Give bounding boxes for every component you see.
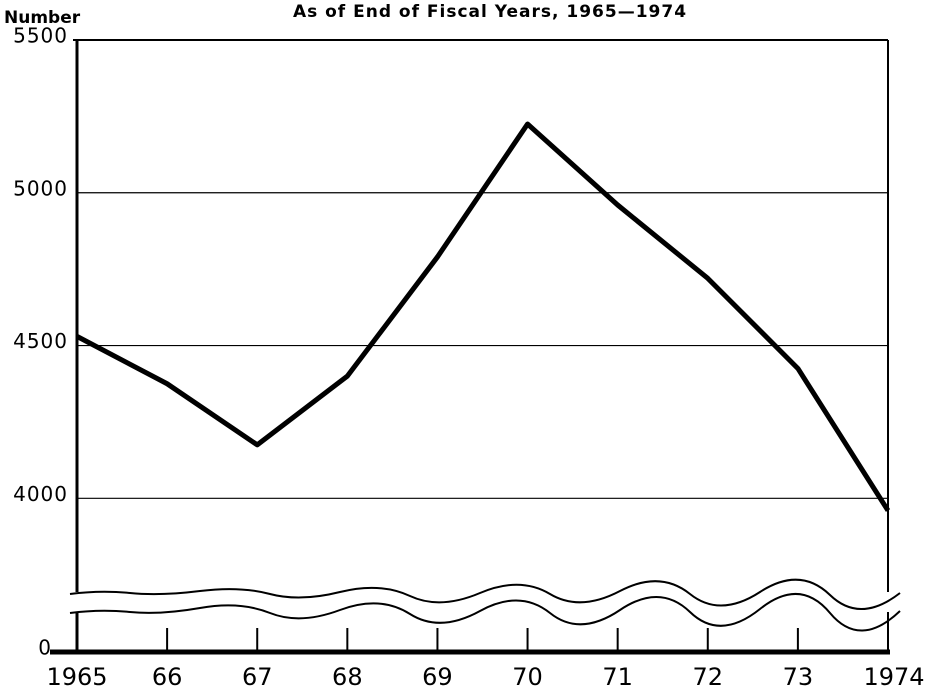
x-tick-label: 70 <box>512 663 543 691</box>
x-tick-label: 71 <box>602 663 633 691</box>
y-axis-label: Number <box>4 8 81 28</box>
chart-title: As of End of Fiscal Years, 1965—1974 <box>293 2 687 22</box>
x-tick-label: 68 <box>332 663 363 691</box>
x-tick-label: 1965 <box>46 663 107 691</box>
x-tick-label: 69 <box>422 663 453 691</box>
y-tick-label: 5000 <box>13 176 68 200</box>
x-tick-label: 66 <box>152 663 183 691</box>
y-tick-label: 4000 <box>13 482 68 506</box>
y-tick-label: 0 <box>38 636 52 660</box>
x-tick-label: 67 <box>242 663 273 691</box>
x-tick-label: 72 <box>693 663 724 691</box>
x-tick-label: 1974 <box>863 663 924 691</box>
data-line <box>75 121 891 512</box>
y-tick-label: 5500 <box>13 24 68 48</box>
y-tick-label: 4500 <box>13 329 68 353</box>
x-tick-label: 73 <box>783 663 814 691</box>
